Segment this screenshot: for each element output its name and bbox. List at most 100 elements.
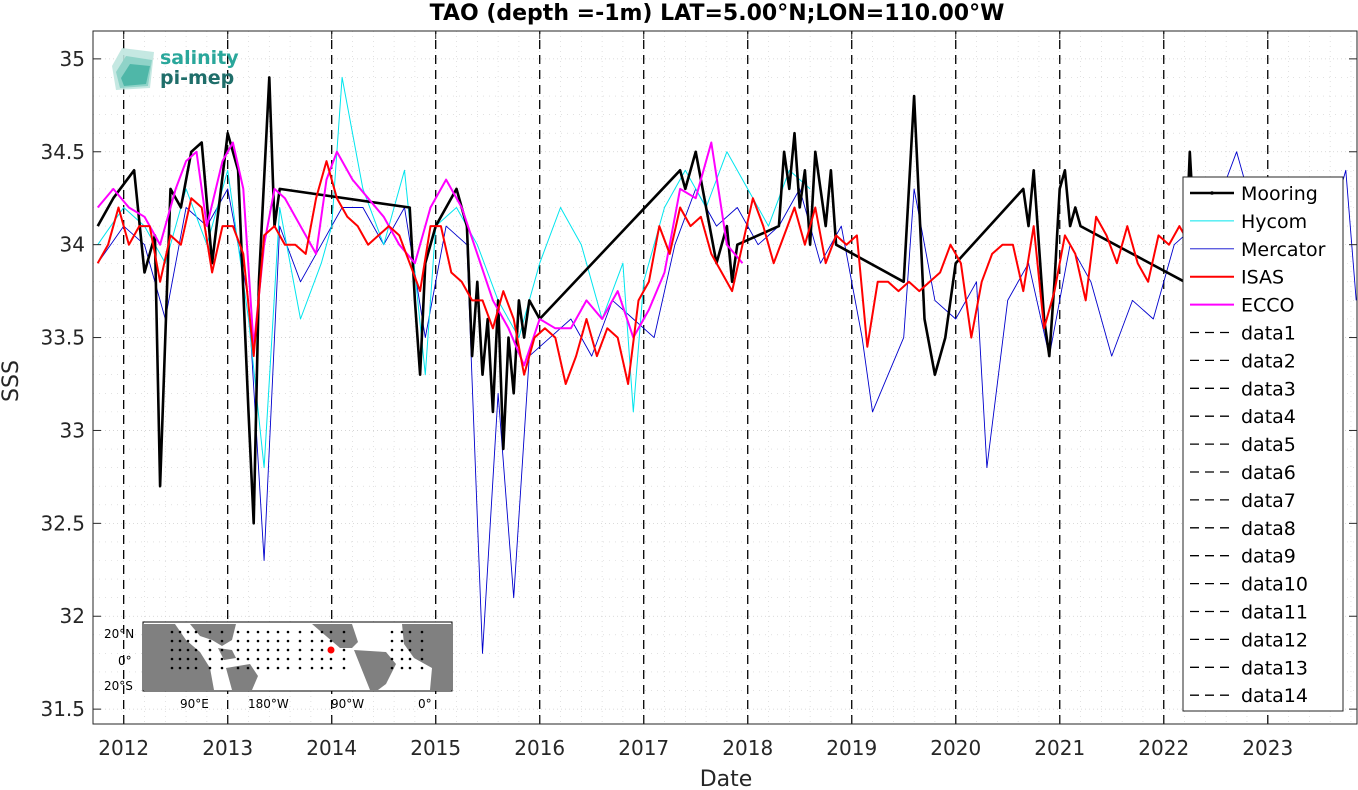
mooring-dot [194, 630, 198, 634]
mooring-dot [178, 630, 182, 634]
mooring-dot [208, 657, 212, 661]
mooring-dot [208, 630, 212, 634]
mooring-dot [400, 666, 404, 670]
mooring-dot [256, 657, 260, 661]
mooring-dot [194, 666, 198, 670]
legend-label-mooring: Mooring [1241, 183, 1318, 205]
legend-label-data14: data14 [1241, 685, 1308, 707]
mooring-dot [256, 648, 260, 652]
mooring-dot [266, 648, 270, 652]
mooring-dot [170, 666, 174, 670]
x-tick-label: 2012 [98, 736, 149, 760]
mooring-dot [400, 648, 404, 652]
station-marker [327, 646, 335, 654]
mooring-dot [420, 630, 424, 634]
mooring-dot [400, 639, 404, 643]
mooring-dot [170, 630, 174, 634]
mooring-array-dots [170, 630, 424, 670]
y-tick-label: 34 [60, 233, 85, 257]
mooring-dot [276, 639, 280, 643]
legend-label-data9: data9 [1241, 546, 1296, 568]
mooring-dot [390, 630, 394, 634]
map-lon-label-0: 0° [418, 697, 432, 711]
mooring-dot [408, 648, 412, 652]
mooring-dot [320, 639, 324, 643]
landmass-europe-africa-east [402, 624, 452, 690]
plot-area [93, 31, 1357, 724]
mooring-dot [342, 666, 346, 670]
mooring-dot [220, 666, 224, 670]
mooring-dot [408, 657, 412, 661]
x-tick-label: 2017 [618, 736, 669, 760]
mooring-dot [390, 648, 394, 652]
mooring-dot [246, 657, 250, 661]
mooring-dot [186, 639, 190, 643]
legend-label-data2: data2 [1241, 350, 1296, 372]
legend-label-data5: data5 [1241, 434, 1296, 456]
x-tick-label: 2023 [1242, 736, 1293, 760]
mooring-dot [186, 657, 190, 661]
mooring-dot [220, 639, 224, 643]
series-mooring-line [96, 76, 1197, 525]
mooring-dot [286, 657, 290, 661]
map-lon-label-90w: 90°W [331, 697, 364, 711]
mooring-dot [400, 657, 404, 661]
x-tick-label: 2016 [514, 736, 565, 760]
mooring-dot [220, 630, 224, 634]
mooring-dot [329, 630, 333, 634]
y-tick-label: 33 [60, 418, 85, 442]
mooring-dot [186, 648, 190, 652]
mooring-dot [320, 666, 324, 670]
x-axis-label: Date [700, 767, 753, 790]
mooring-dot [310, 648, 314, 652]
mooring-dot [329, 657, 333, 661]
mooring-dot [276, 657, 280, 661]
mooring-dot [408, 666, 412, 670]
series-lines [96, 76, 1357, 654]
map-lat-label-south: 20°S [104, 679, 133, 693]
map-lat-label-equator: 0° [118, 654, 132, 668]
mooring-dot [420, 666, 424, 670]
mooring-dot [246, 648, 250, 652]
y-tick-label: 35 [60, 47, 85, 71]
mooring-dot [266, 630, 270, 634]
legend-label-data8: data8 [1241, 518, 1296, 540]
mooring-dot [420, 648, 424, 652]
mooring-dot [208, 666, 212, 670]
mooring-dot [246, 630, 250, 634]
landmass-australia [226, 664, 258, 690]
mooring-dot [298, 657, 302, 661]
x-tick-label: 2020 [930, 736, 981, 760]
mooring-dot [329, 666, 333, 670]
mooring-dot [390, 657, 394, 661]
series-mercator-line [97, 151, 1357, 654]
x-axis-ticks: 2012 2013 2014 2015 2016 2017 2018 2019 2020 2021… [98, 31, 1293, 760]
mooring-dot [320, 657, 324, 661]
mooring-dot [276, 666, 280, 670]
mooring-dot [236, 630, 240, 634]
series-isas-line [96, 160, 1186, 385]
mooring-dot [256, 666, 260, 670]
mooring-dot [178, 648, 182, 652]
mooring-dot [276, 630, 280, 634]
legend-label-mercator: Mercator [1241, 239, 1326, 261]
mooring-dot [420, 657, 424, 661]
mooring-dot [298, 648, 302, 652]
y-tick-label: 34.5 [40, 140, 85, 164]
map-lat-label-north: 20°N [104, 627, 134, 641]
mooring-dot [246, 639, 250, 643]
legend-label-data12: data12 [1241, 629, 1308, 651]
mooring-dot [194, 639, 198, 643]
mooring-dot [342, 648, 346, 652]
mooring-dot [186, 630, 190, 634]
map-lon-label-90e: 90°E [180, 697, 209, 711]
mooring-dot [266, 657, 270, 661]
inset-map: 20°N 0° 20°S 90°E 180°W 90°W 0° [104, 621, 453, 711]
mooring-dot [236, 639, 240, 643]
mooring-dot [266, 666, 270, 670]
legend-label-data3: data3 [1241, 378, 1296, 400]
mooring-dot [208, 639, 212, 643]
mooring-dot [178, 639, 182, 643]
x-tick-label: 2018 [722, 736, 773, 760]
